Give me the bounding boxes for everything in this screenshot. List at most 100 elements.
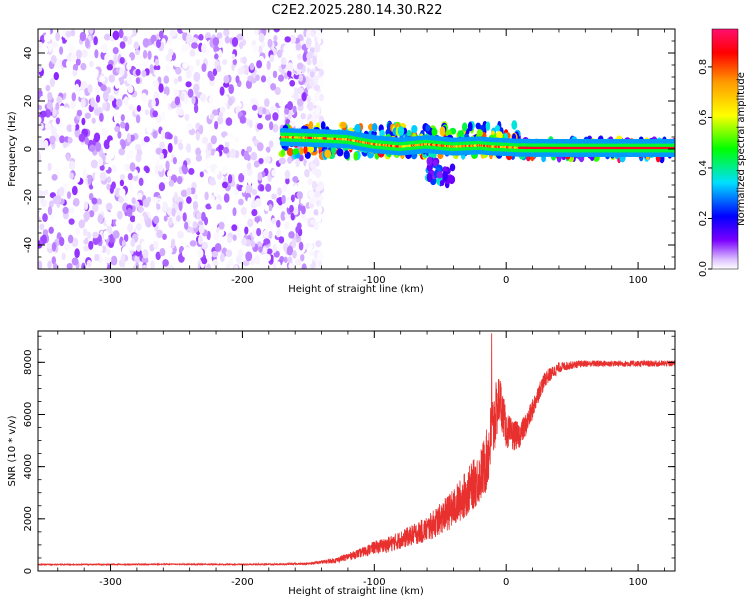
heatmap-cell <box>240 161 246 168</box>
heatmap-cell <box>71 92 77 102</box>
heatmap-cell <box>180 189 187 198</box>
heatmap-cell <box>236 230 242 239</box>
heatmap-cell <box>110 255 118 266</box>
heatmap-cell <box>238 198 244 206</box>
heatmap-cell <box>81 117 86 126</box>
heatmap-cell <box>150 260 155 269</box>
heatmap-cell <box>287 62 294 72</box>
heatmap-cell <box>308 243 313 250</box>
heatmap-cell <box>177 230 184 239</box>
colorbar-ticks: 0.0 0.2 0.4 0.6 0.8 <box>698 59 712 277</box>
heatmap-cell <box>138 205 144 214</box>
heatmap-cell <box>168 216 173 226</box>
heatmap-cell <box>126 132 132 143</box>
heatmap-cell <box>223 214 228 224</box>
heatmap-cell <box>238 173 245 183</box>
heatmap-cell <box>199 93 207 102</box>
heatmap-cell <box>265 253 272 262</box>
heatmap-cell <box>114 79 120 90</box>
heatmap-cell <box>411 125 418 134</box>
heatmap-cell <box>151 154 159 164</box>
heatmap-cell <box>43 33 51 43</box>
heatmap-cell <box>67 137 73 144</box>
heatmap-cell <box>38 152 41 162</box>
heatmap-cell <box>223 75 230 84</box>
heatmap-cell <box>75 58 81 66</box>
heatmap-cell <box>128 181 134 191</box>
heatmap-cell <box>53 161 61 169</box>
heatmap-cell <box>96 198 102 206</box>
heatmap-cell <box>65 60 71 68</box>
heatmap-cell <box>149 243 155 252</box>
heatmap-cell <box>485 121 491 131</box>
heatmap-cell <box>206 263 211 269</box>
heatmap-cell <box>256 142 264 152</box>
heatmap-cell <box>245 79 253 90</box>
heatmap-cell <box>112 30 120 40</box>
heatmap-cell <box>218 221 225 230</box>
heatmap-cell <box>257 106 265 116</box>
heatmap-cell <box>59 135 65 144</box>
heatmap-cell <box>311 180 317 191</box>
heatmap-cell <box>120 114 125 122</box>
heatmap-cell <box>219 106 226 113</box>
heatmap-cell <box>298 241 304 251</box>
heatmap-cell <box>229 138 236 146</box>
heatmap-cell <box>52 262 58 269</box>
heatmap-cell <box>38 104 43 111</box>
heatmap-cell <box>227 174 233 184</box>
heatmap-cell <box>228 84 235 95</box>
heatmap-cell <box>136 148 143 157</box>
heatmap-cell <box>269 54 275 63</box>
heatmap-cell <box>65 30 72 38</box>
heatmap-cell <box>58 186 65 197</box>
heatmap-cell <box>88 240 94 250</box>
heatmap-cell <box>173 191 178 202</box>
heatmap-cell <box>119 174 126 181</box>
heatmap-cell <box>47 205 53 216</box>
heatmap-cell <box>124 163 131 172</box>
heatmap-cell <box>201 136 209 145</box>
heatmap-cell <box>197 248 204 259</box>
heatmap-cell <box>79 31 87 42</box>
heatmap-cell <box>210 197 215 208</box>
heatmap-cell <box>51 242 57 252</box>
heatmap-cell <box>309 235 314 244</box>
spectrogram-y-tick-label: -20 <box>23 189 34 205</box>
heatmap-cell <box>118 147 126 156</box>
heatmap-cell <box>272 63 279 72</box>
heatmap-cell <box>186 187 192 196</box>
heatmap-cell <box>182 61 189 69</box>
heatmap-cell <box>293 73 300 80</box>
heatmap-cell <box>113 114 121 123</box>
heatmap-cell <box>284 169 291 179</box>
spectrogram-y-tick-label: 20 <box>23 95 34 108</box>
heatmap-cell <box>222 146 230 154</box>
colorbar-gradient <box>711 28 739 270</box>
heatmap-cell <box>86 259 92 268</box>
heatmap-cell <box>307 178 314 186</box>
heatmap-cell <box>142 174 149 184</box>
heatmap-cell <box>216 32 223 40</box>
heatmap-cell <box>109 233 114 244</box>
heatmap-cell <box>81 262 86 269</box>
heatmap-cell <box>426 172 433 183</box>
heatmap-cell <box>260 75 267 83</box>
heatmap-cell <box>120 227 127 236</box>
heatmap-cell <box>289 79 296 87</box>
heatmap-cell <box>78 89 85 99</box>
heatmap-cell <box>313 222 319 231</box>
heatmap-cell <box>289 34 297 44</box>
heatmap-cell <box>225 249 233 258</box>
heatmap-cell <box>190 187 196 195</box>
heatmap-cell <box>78 133 86 142</box>
heatmap-cell <box>271 193 277 200</box>
heatmap-cell <box>164 189 170 200</box>
heatmap-cell <box>195 147 202 156</box>
heatmap-cell <box>280 57 287 65</box>
heatmap-cell <box>198 235 203 245</box>
heatmap-cell <box>70 100 76 110</box>
heatmap-cell <box>318 93 325 102</box>
heatmap-cell <box>225 263 231 269</box>
